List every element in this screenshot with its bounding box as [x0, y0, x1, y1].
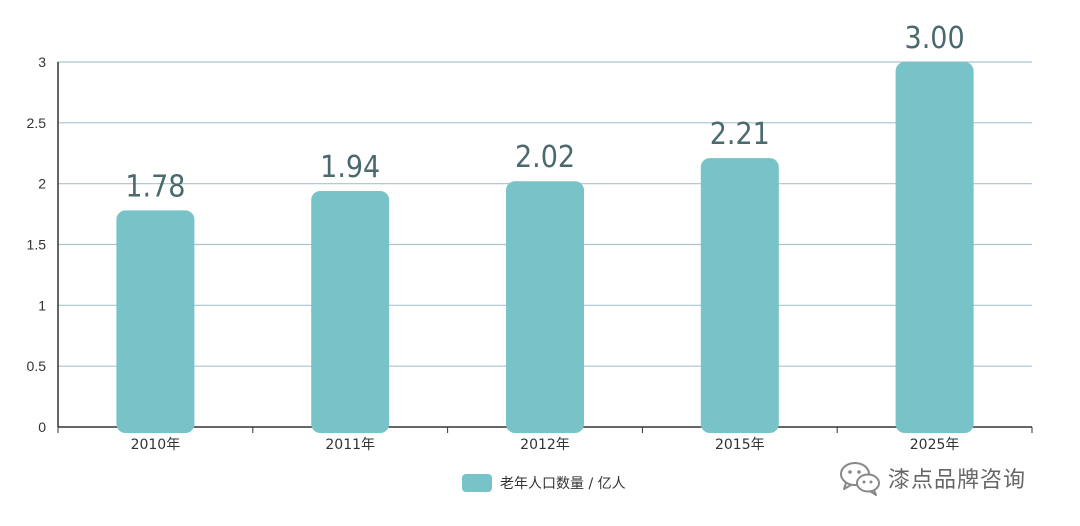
bar-value-label: 1.78	[125, 169, 185, 204]
bar	[116, 210, 195, 433]
bar	[506, 181, 584, 433]
bar	[700, 158, 779, 433]
x-category-label: 2012年	[520, 437, 570, 453]
bar	[311, 190, 390, 433]
bar-value-label: 2.21	[710, 117, 770, 152]
bars	[116, 62, 974, 433]
watermark-text: 漆点品牌咨询	[888, 468, 1027, 493]
bar-value-label: 3.00	[905, 21, 965, 56]
y-tick-label: 2	[38, 176, 46, 192]
legend-label: 老年人口数量 / 亿人	[500, 476, 626, 492]
y-tick-label: 0	[38, 419, 46, 435]
wechat-icon	[840, 462, 880, 496]
y-tick-label: 2.5	[27, 115, 47, 131]
y-tick-label: 1.5	[27, 237, 47, 253]
watermark: 漆点品牌咨询	[838, 458, 1026, 498]
legend: 老年人口数量 / 亿人	[462, 472, 626, 494]
legend-swatch	[462, 474, 492, 492]
y-tick-label: 1	[38, 297, 46, 313]
bar	[895, 62, 974, 433]
x-category-label: 2025年	[910, 437, 960, 453]
bar-value-label: 2.02	[515, 140, 575, 175]
x-category-label: 2015年	[715, 437, 765, 453]
x-category-label: 2011年	[325, 437, 375, 453]
bar-value-label: 1.94	[320, 150, 380, 185]
y-tick-label: 3	[38, 54, 46, 70]
labels: 0 0.5 1 1.5 2 2.5 3 1.78 2010年 1.94 2011年 2.02 2012年…	[27, 21, 965, 453]
y-tick-label: 0.5	[27, 358, 47, 374]
x-category-label: 2010年	[131, 437, 181, 453]
